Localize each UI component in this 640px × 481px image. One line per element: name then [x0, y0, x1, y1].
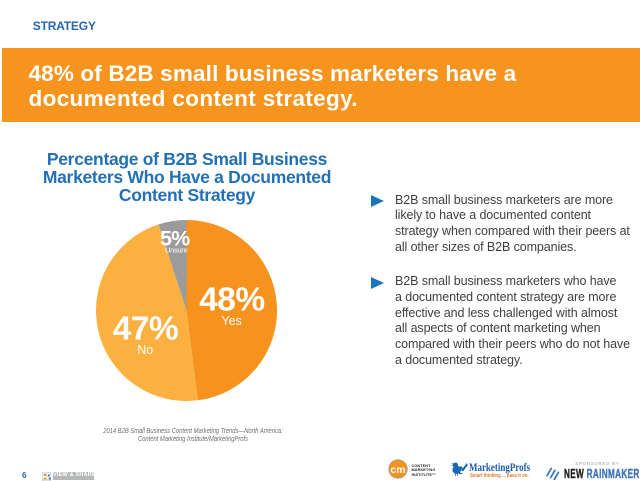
svg-text:cm: cm — [391, 464, 406, 476]
